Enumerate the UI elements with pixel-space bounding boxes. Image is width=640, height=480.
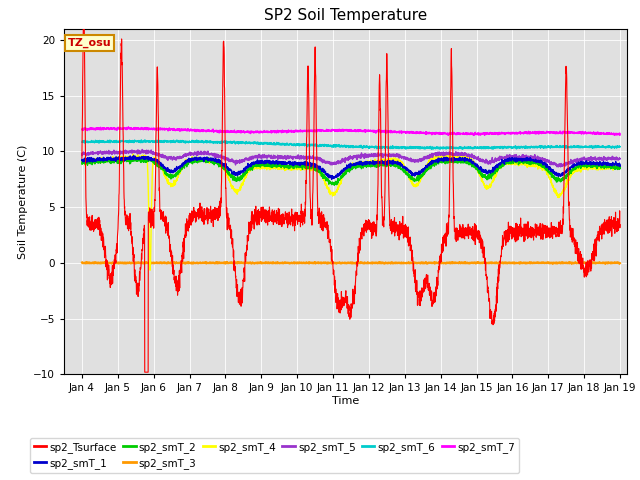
- Y-axis label: Soil Temperature (C): Soil Temperature (C): [17, 144, 28, 259]
- Legend: sp2_Tsurface, sp2_smT_1, sp2_smT_2, sp2_smT_3, sp2_smT_4, sp2_smT_5, sp2_smT_6, : sp2_Tsurface, sp2_smT_1, sp2_smT_2, sp2_…: [30, 437, 519, 473]
- X-axis label: Time: Time: [332, 396, 359, 406]
- Text: TZ_osu: TZ_osu: [68, 37, 111, 48]
- Title: SP2 Soil Temperature: SP2 Soil Temperature: [264, 9, 428, 24]
